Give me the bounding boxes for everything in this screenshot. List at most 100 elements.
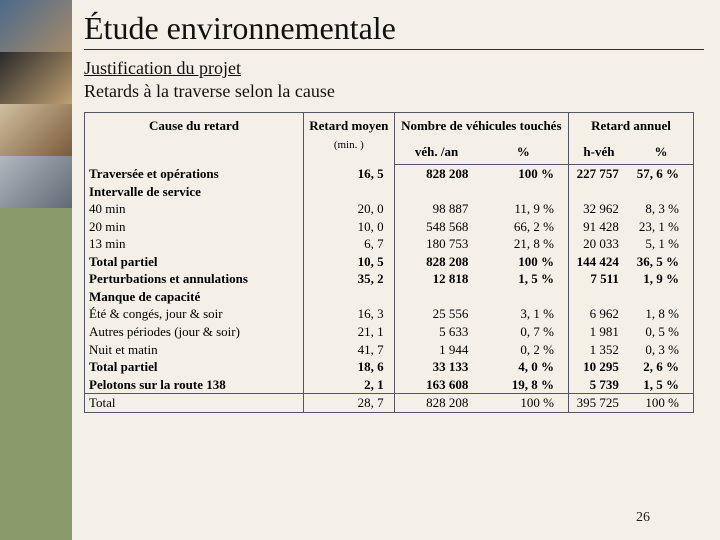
cell-value: 41, 7 xyxy=(304,341,395,359)
cell-value: 7 511 xyxy=(568,270,628,288)
cell-label: Traversée et opérations xyxy=(85,165,304,183)
page-number: 26 xyxy=(636,510,650,526)
table-row: Perturbations et annulations35, 212 8181… xyxy=(85,270,694,288)
cell-value: 20, 0 xyxy=(304,200,395,218)
cell-value: 1 352 xyxy=(568,341,628,359)
th-cause: Cause du retard xyxy=(85,113,304,165)
cell-value: 395 725 xyxy=(568,394,628,413)
cell-value: 1 944 xyxy=(394,341,478,359)
th-retard-moyen: Retard moyen(min. ) xyxy=(304,113,395,165)
cell-value: 35, 2 xyxy=(304,270,395,288)
cell-value: 21, 1 xyxy=(304,323,395,341)
cell-value xyxy=(629,288,694,306)
cell-value: 10, 5 xyxy=(304,253,395,271)
cell-value: 18, 6 xyxy=(304,358,395,376)
cell-value: 100 % xyxy=(478,165,568,183)
slide-content: Étude environnementale Justification du … xyxy=(84,10,704,413)
sidebar-thumb-1 xyxy=(0,52,72,104)
cell-value: 1, 9 % xyxy=(629,270,694,288)
cell-value: 144 424 xyxy=(568,253,628,271)
cell-value: 91 428 xyxy=(568,218,628,236)
table-row: Intervalle de service xyxy=(85,183,694,201)
cell-label: Total partiel xyxy=(85,358,304,376)
cell-label: 20 min xyxy=(85,218,304,236)
cell-value xyxy=(304,288,395,306)
cell-label: Pelotons sur la route 138 xyxy=(85,376,304,394)
cell-value: 3, 1 % xyxy=(478,305,568,323)
cell-value: 548 568 xyxy=(394,218,478,236)
cell-value: 16, 3 xyxy=(304,305,395,323)
cell-value: 2, 1 xyxy=(304,376,395,394)
sidebar-thumb-3 xyxy=(0,156,72,208)
cell-value: 20 033 xyxy=(568,235,628,253)
table-row: Pelotons sur la route 1382, 1163 60819, … xyxy=(85,376,694,394)
cell-value: 36, 5 % xyxy=(629,253,694,271)
cell-value: 5, 1 % xyxy=(629,235,694,253)
table-row: Nuit et matin41, 71 9440, 2 %1 3520, 3 % xyxy=(85,341,694,359)
cell-value: 16, 5 xyxy=(304,165,395,183)
cell-value: 227 757 xyxy=(568,165,628,183)
cell-value: 0, 5 % xyxy=(629,323,694,341)
table-row: Total28, 7828 208100 %395 725100 % xyxy=(85,394,694,413)
cell-value: 180 753 xyxy=(394,235,478,253)
cell-value: 12 818 xyxy=(394,270,478,288)
sidebar-image-strip xyxy=(0,0,72,540)
cell-value: 11, 9 % xyxy=(478,200,568,218)
cell-value xyxy=(478,183,568,201)
cell-value: 1 981 xyxy=(568,323,628,341)
cell-value: 8, 3 % xyxy=(629,200,694,218)
subtitle-2: Retards à la traverse selon la cause xyxy=(84,81,704,102)
cell-value xyxy=(394,183,478,201)
cell-value: 0, 2 % xyxy=(478,341,568,359)
th-veh-group: Nombre de véhicules touchés xyxy=(394,113,568,139)
cell-value: 2, 6 % xyxy=(629,358,694,376)
cell-value: 6 962 xyxy=(568,305,628,323)
sidebar-thumb-2 xyxy=(0,104,72,156)
cell-value: 57, 6 % xyxy=(629,165,694,183)
page-title: Étude environnementale xyxy=(84,10,704,50)
cell-value: 828 208 xyxy=(394,165,478,183)
table-row: 20 min10, 0548 56866, 2 %91 42823, 1 % xyxy=(85,218,694,236)
cell-value xyxy=(629,183,694,201)
cell-value xyxy=(304,183,395,201)
table-row: 13 min6, 7180 75321, 8 %20 0335, 1 % xyxy=(85,235,694,253)
cell-value: 10 295 xyxy=(568,358,628,376)
cell-value: 100 % xyxy=(629,394,694,413)
cell-value: 21, 8 % xyxy=(478,235,568,253)
cell-value xyxy=(478,288,568,306)
cell-value: 5 739 xyxy=(568,376,628,394)
table-row: Total partiel18, 633 1334, 0 %10 2952, 6… xyxy=(85,358,694,376)
th-annuel-h: h-véh xyxy=(568,139,628,165)
table-row: Traversée et opérations16, 5828 208100 %… xyxy=(85,165,694,183)
cell-value: 828 208 xyxy=(394,253,478,271)
table-row: Manque de capacité xyxy=(85,288,694,306)
cell-value xyxy=(394,288,478,306)
cell-value xyxy=(568,288,628,306)
cell-value: 1, 8 % xyxy=(629,305,694,323)
th-veh-an: véh. /an xyxy=(394,139,478,165)
table-body: Traversée et opérations16, 5828 208100 %… xyxy=(85,165,694,413)
cell-value: 25 556 xyxy=(394,305,478,323)
cell-label: Perturbations et annulations xyxy=(85,270,304,288)
cell-value: 0, 3 % xyxy=(629,341,694,359)
cell-value: 10, 0 xyxy=(304,218,395,236)
subtitle-underlined: Justification du projet xyxy=(84,58,704,79)
th-annuel-pct: % xyxy=(629,139,694,165)
cell-value: 19, 8 % xyxy=(478,376,568,394)
cell-value: 98 887 xyxy=(394,200,478,218)
cell-value: 1, 5 % xyxy=(629,376,694,394)
cell-label: 13 min xyxy=(85,235,304,253)
cell-value: 100 % xyxy=(478,253,568,271)
sidebar-thumb-0 xyxy=(0,0,72,52)
cell-value: 4, 0 % xyxy=(478,358,568,376)
cell-label: 40 min xyxy=(85,200,304,218)
cell-value: 1, 5 % xyxy=(478,270,568,288)
th-veh-pct: % xyxy=(478,139,568,165)
cell-value: 5 633 xyxy=(394,323,478,341)
cell-label: Total partiel xyxy=(85,253,304,271)
cell-label: Été & congés, jour & soir xyxy=(85,305,304,323)
table-row: 40 min20, 098 88711, 9 %32 9628, 3 % xyxy=(85,200,694,218)
delay-table: Cause du retard Retard moyen(min. ) Nomb… xyxy=(84,112,694,413)
cell-value: 163 608 xyxy=(394,376,478,394)
cell-value: 32 962 xyxy=(568,200,628,218)
